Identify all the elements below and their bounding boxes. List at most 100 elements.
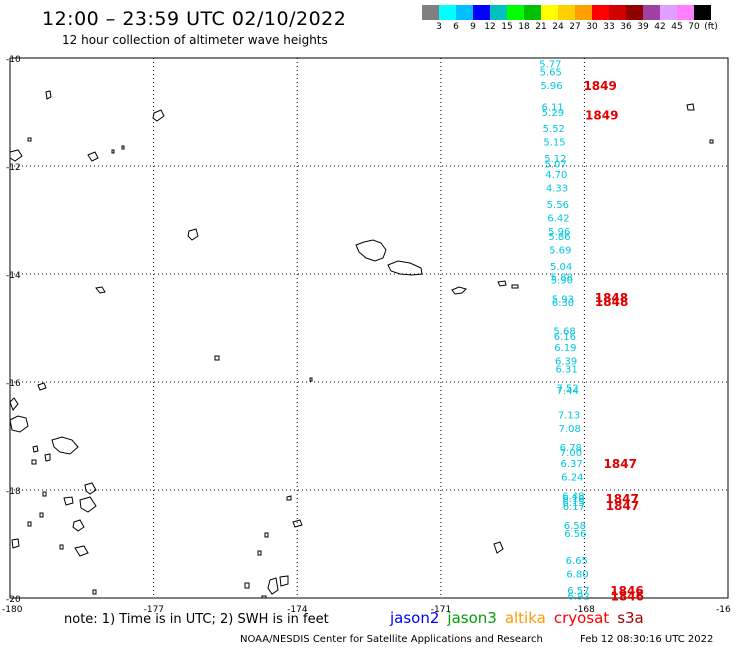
island-small-2	[511, 284, 519, 289]
satellite-legend-jason3: jason3	[447, 609, 497, 627]
scale-swatch	[660, 5, 677, 20]
island-samoa-savaii	[355, 239, 387, 262]
map-frame	[9, 57, 729, 599]
scale-label: (ft)	[704, 22, 718, 32]
scale-label: 6	[453, 22, 459, 32]
fiji-island-7	[63, 496, 74, 506]
swh-reading: 5.96	[548, 227, 570, 238]
pass-time-label: 1847	[606, 499, 639, 513]
pass-time-label: 1846	[611, 589, 644, 603]
latitude-label: -16	[6, 379, 21, 389]
scale-swatch	[609, 5, 626, 20]
graticule	[10, 58, 728, 598]
fiji-island-12	[11, 538, 20, 549]
tonga-island-6	[279, 575, 289, 587]
swh-reading: 6.16	[554, 332, 576, 343]
swh-reading: 6.39	[555, 356, 577, 367]
note-text: note: 1) Time is in UTC; 2) SWH is in fe…	[64, 612, 329, 627]
scale-label: 36	[620, 22, 632, 32]
longitude-label: -180	[2, 605, 23, 615]
fiji-island-2	[32, 445, 39, 453]
pass-time-label: 1849	[583, 79, 616, 93]
fiji-island-8	[42, 491, 47, 497]
fiji-island-5	[84, 482, 97, 495]
swh-reading: 6.19	[554, 343, 576, 354]
swh-reading: 6.31	[555, 365, 577, 376]
scale-swatch	[558, 5, 575, 20]
swh-reading: 7.00	[560, 448, 582, 459]
island-dot-c	[686, 103, 695, 111]
scale-swatch	[490, 5, 507, 20]
pass-time-label: 1848	[595, 295, 628, 309]
latitude-label: -14	[6, 271, 21, 281]
swh-reading: 6.18	[562, 494, 584, 505]
satellite-legend-jason2: jason2	[390, 609, 440, 627]
fiji-island-3	[44, 453, 51, 462]
swh-reading: 5.88	[551, 273, 573, 284]
island-wallis	[187, 228, 199, 241]
swh-reading: 5.96	[540, 81, 562, 92]
swh-reading: 5.65	[540, 68, 562, 79]
island-small-1	[497, 280, 507, 287]
swh-reading: 5.86	[548, 232, 570, 243]
scale-swatch	[694, 5, 711, 20]
tonga-island-2	[292, 519, 303, 528]
latitude-label: -10	[6, 55, 21, 65]
tonga-island-1	[286, 495, 292, 501]
swh-reading: 7.13	[558, 410, 580, 421]
swh-reading: 7.52	[556, 383, 578, 394]
island-dot-b	[309, 377, 313, 382]
swh-reading: 4.33	[546, 184, 568, 195]
swh-reading: 5.93	[552, 294, 574, 305]
longitude-label: -177	[144, 605, 164, 615]
swh-track-readings: 5.775.65 5.96 6.115.29 5.52 5.15 5.125.074.70…	[539, 59, 590, 602]
swh-reading: 6.15	[563, 498, 585, 509]
scale-label: 30	[586, 22, 598, 32]
scale-swatch	[541, 5, 558, 20]
island-dot-a	[214, 355, 220, 361]
tonga-island-4	[257, 550, 262, 556]
scale-swatch	[422, 5, 439, 20]
fiji-island-10	[39, 512, 44, 518]
swh-reading: 5.15	[543, 138, 565, 149]
swh-reading: 7.44	[557, 386, 579, 397]
pass-time-label: 1847	[604, 457, 637, 471]
swh-reading: 6.78	[560, 443, 582, 454]
latitude-label: -12	[6, 163, 21, 173]
swh-reading: 5.90	[551, 275, 573, 286]
fiji-taveuni	[37, 382, 47, 391]
swh-reading: 5.68	[553, 327, 575, 338]
swh-reading: 4.70	[545, 170, 567, 181]
longitude-label: -16	[716, 605, 731, 615]
swh-reading: 6.92	[568, 591, 590, 602]
fiji-island-11	[27, 521, 32, 527]
scale-swatch	[524, 5, 541, 20]
longitude-label: -171	[431, 605, 451, 615]
island-futuna	[95, 286, 106, 294]
latitude-label: -18	[6, 487, 21, 497]
scale-label: 24	[552, 22, 564, 32]
tonga-island-3	[264, 532, 269, 538]
swh-reading: 6.56	[564, 529, 586, 540]
latitude-label: -20	[6, 595, 21, 605]
coastlines	[9, 90, 714, 599]
swh-reading: 7.08	[559, 424, 581, 435]
axis-labels: -10 -12 -14 -16 -18 -20-180 -177 -174 -171 -168 -1…	[2, 55, 731, 615]
scale-label: 15	[501, 22, 513, 32]
swh-reading: 6.65	[566, 556, 588, 567]
island-dot-d	[709, 139, 714, 144]
swh-reading: 5.29	[542, 108, 564, 119]
scale-swatch	[643, 5, 660, 20]
scale-label: 21	[535, 22, 547, 32]
generated-timestamp: Feb 12 08:30:16 UTC 2022	[580, 634, 714, 645]
tonga-island-7	[244, 582, 250, 589]
scale-swatch	[677, 5, 694, 20]
swh-reading: 6.17	[563, 502, 585, 513]
page-subtitle: 12 hour collection of altimeter wave hei…	[62, 33, 328, 47]
tonga-island-8	[261, 595, 267, 599]
scale-label: 70	[688, 22, 700, 32]
scale-swatch	[575, 5, 592, 20]
scale-label: 12	[484, 22, 496, 32]
scale-swatch	[507, 5, 524, 20]
